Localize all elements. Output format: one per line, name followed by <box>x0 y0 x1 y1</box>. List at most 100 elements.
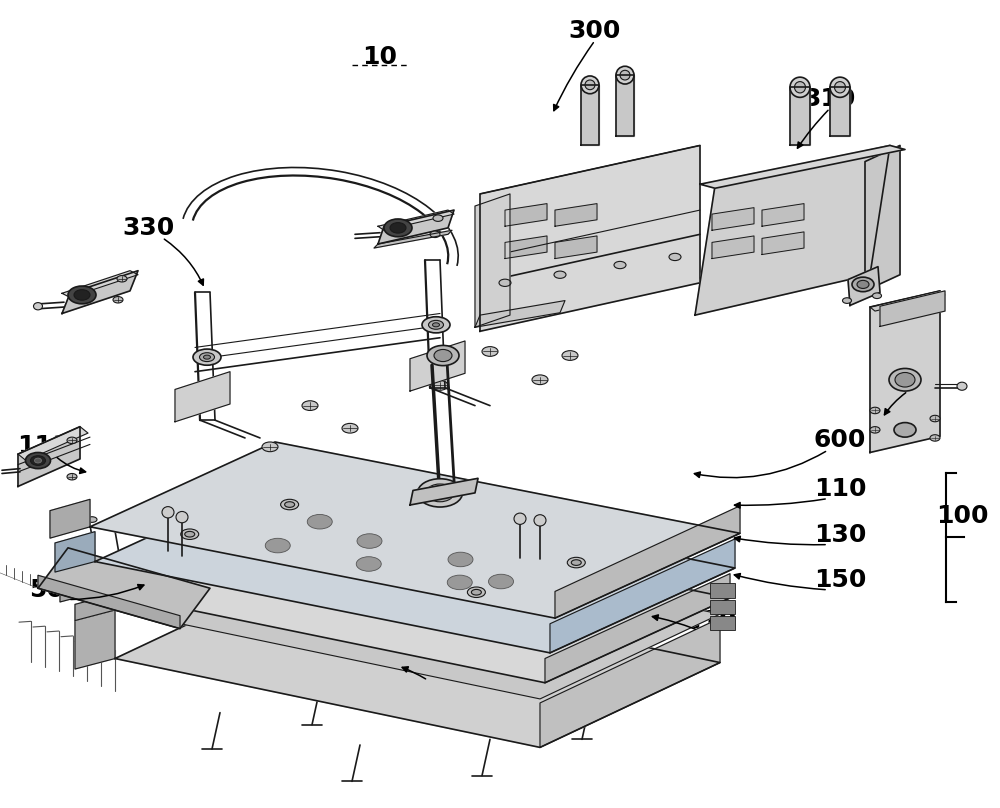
Ellipse shape <box>307 515 332 529</box>
Ellipse shape <box>384 219 412 237</box>
Ellipse shape <box>471 589 481 595</box>
Text: 130: 130 <box>814 523 866 547</box>
Text: 330: 330 <box>122 216 174 240</box>
Text: 400: 400 <box>889 369 941 393</box>
Bar <box>710 600 735 614</box>
Polygon shape <box>325 516 353 525</box>
Text: 150: 150 <box>814 568 866 592</box>
Polygon shape <box>865 145 900 291</box>
Polygon shape <box>60 567 100 602</box>
Ellipse shape <box>930 435 940 441</box>
Ellipse shape <box>669 254 681 260</box>
Ellipse shape <box>113 297 123 303</box>
Polygon shape <box>379 545 407 555</box>
Ellipse shape <box>567 558 585 568</box>
Ellipse shape <box>430 231 440 238</box>
Polygon shape <box>251 537 279 548</box>
Polygon shape <box>270 495 299 505</box>
Polygon shape <box>75 594 115 621</box>
Polygon shape <box>378 210 454 244</box>
Ellipse shape <box>571 560 581 566</box>
Polygon shape <box>870 291 945 311</box>
Polygon shape <box>480 145 700 331</box>
Polygon shape <box>175 372 230 422</box>
Polygon shape <box>387 565 416 575</box>
Ellipse shape <box>614 262 626 268</box>
Ellipse shape <box>67 473 77 480</box>
Polygon shape <box>475 301 565 327</box>
Ellipse shape <box>30 456 46 465</box>
Ellipse shape <box>895 372 915 387</box>
Polygon shape <box>279 507 308 516</box>
Ellipse shape <box>794 82 806 93</box>
Ellipse shape <box>204 356 210 359</box>
Ellipse shape <box>790 78 810 98</box>
Polygon shape <box>790 87 810 145</box>
Ellipse shape <box>68 286 96 304</box>
Text: 111: 111 <box>17 434 69 458</box>
Polygon shape <box>50 499 90 538</box>
Polygon shape <box>700 145 905 188</box>
Ellipse shape <box>930 415 940 422</box>
Ellipse shape <box>488 574 514 589</box>
Polygon shape <box>848 267 880 305</box>
Ellipse shape <box>193 349 221 365</box>
Polygon shape <box>205 528 234 538</box>
Polygon shape <box>361 514 390 524</box>
Text: 10: 10 <box>362 44 398 69</box>
Text: 300: 300 <box>569 19 621 43</box>
Ellipse shape <box>426 484 454 502</box>
Ellipse shape <box>534 515 546 526</box>
Ellipse shape <box>285 502 295 507</box>
Polygon shape <box>870 291 940 452</box>
Ellipse shape <box>889 368 921 391</box>
Polygon shape <box>38 548 210 629</box>
Polygon shape <box>115 574 720 747</box>
Polygon shape <box>100 507 730 683</box>
Polygon shape <box>505 236 547 259</box>
Polygon shape <box>505 204 547 226</box>
Ellipse shape <box>185 532 195 537</box>
Text: 310: 310 <box>804 86 856 111</box>
Ellipse shape <box>433 215 443 221</box>
Polygon shape <box>555 506 740 618</box>
Ellipse shape <box>448 552 473 566</box>
Ellipse shape <box>422 317 450 333</box>
Polygon shape <box>762 232 804 255</box>
Ellipse shape <box>852 277 874 292</box>
Ellipse shape <box>870 407 880 414</box>
Ellipse shape <box>112 523 122 528</box>
Polygon shape <box>550 539 735 653</box>
Polygon shape <box>540 618 720 747</box>
Ellipse shape <box>200 352 214 362</box>
Ellipse shape <box>357 534 382 549</box>
Polygon shape <box>374 230 452 248</box>
Text: 210: 210 <box>684 608 736 633</box>
Polygon shape <box>197 508 225 518</box>
Ellipse shape <box>830 78 850 98</box>
Ellipse shape <box>562 351 578 360</box>
Ellipse shape <box>67 437 77 444</box>
Polygon shape <box>90 442 740 618</box>
Polygon shape <box>424 554 453 564</box>
Ellipse shape <box>585 80 595 90</box>
Text: 110: 110 <box>814 477 866 501</box>
Polygon shape <box>616 75 634 136</box>
Polygon shape <box>62 271 138 314</box>
Ellipse shape <box>857 280 869 288</box>
Polygon shape <box>712 208 754 230</box>
Ellipse shape <box>428 320 444 330</box>
Polygon shape <box>555 204 597 226</box>
Polygon shape <box>288 527 316 537</box>
Text: 200: 200 <box>404 659 456 683</box>
Ellipse shape <box>418 478 462 507</box>
Polygon shape <box>38 575 180 629</box>
Ellipse shape <box>427 346 459 365</box>
Ellipse shape <box>262 442 278 452</box>
Polygon shape <box>410 478 478 505</box>
Polygon shape <box>830 87 850 136</box>
Text: 500: 500 <box>29 578 81 602</box>
Ellipse shape <box>532 375 548 385</box>
Polygon shape <box>316 504 344 515</box>
Ellipse shape <box>870 427 880 433</box>
